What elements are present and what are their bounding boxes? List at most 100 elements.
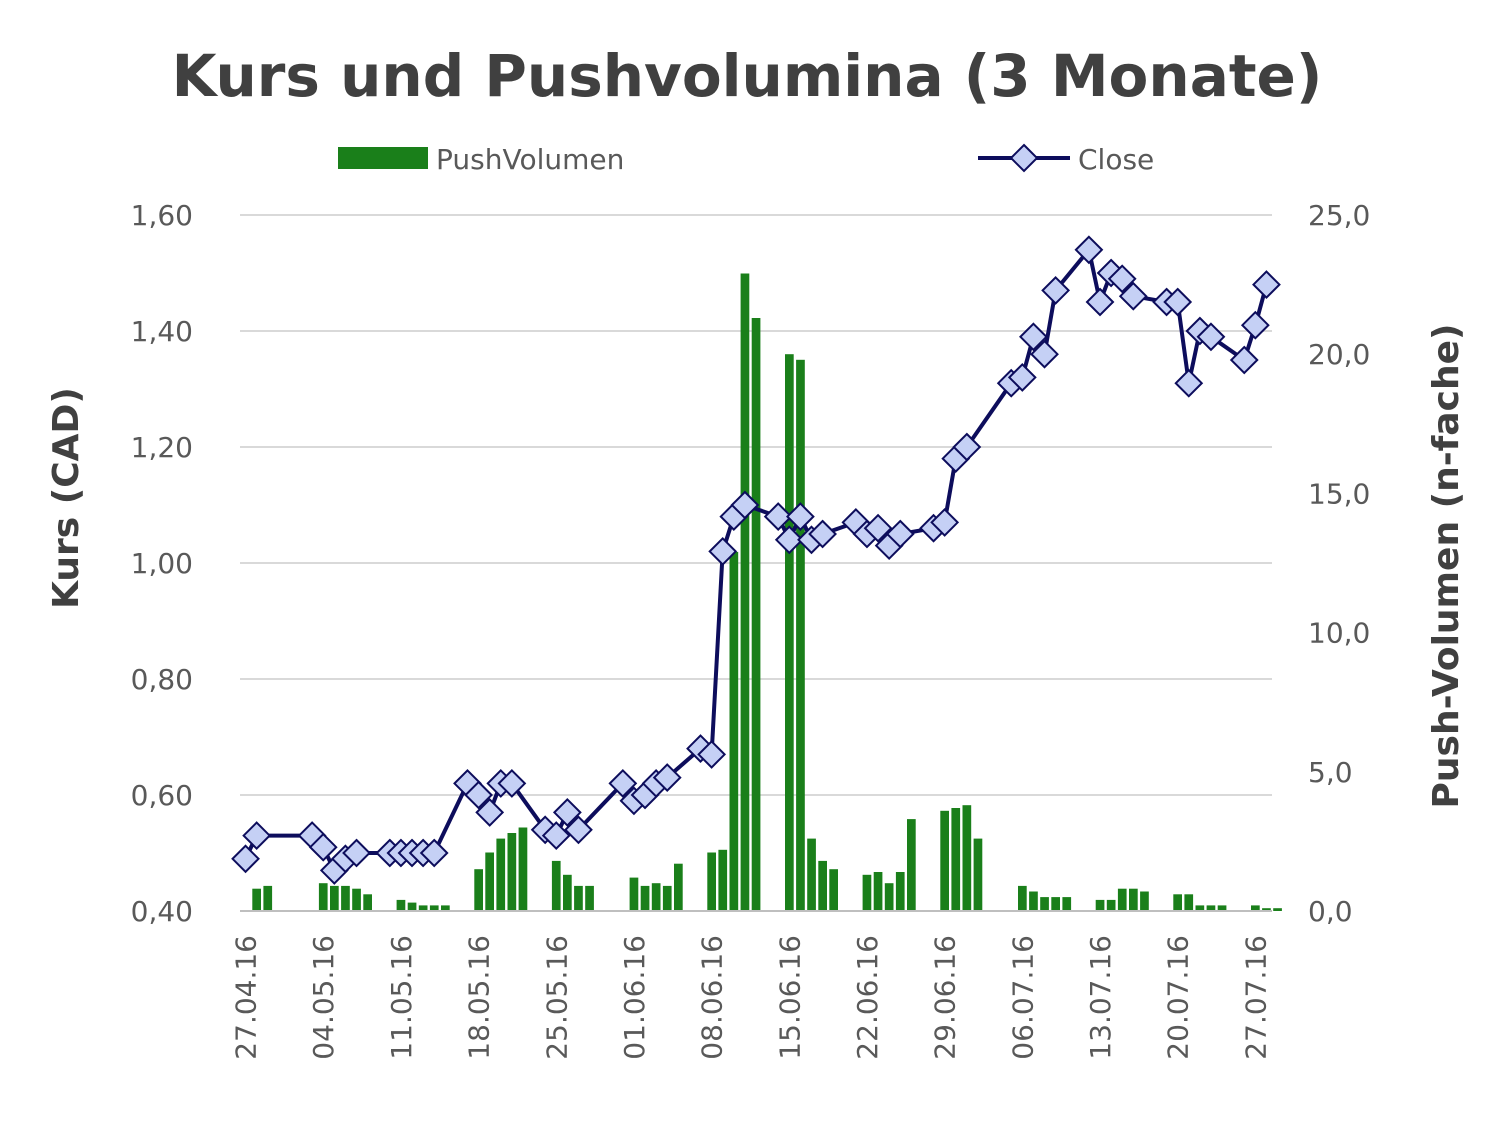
pushvolumen-bar xyxy=(1217,905,1227,911)
close-marker xyxy=(1163,287,1193,317)
close-marker xyxy=(1074,235,1104,265)
left-tick-label: 0,80 xyxy=(131,663,193,696)
pushvolumen-bar xyxy=(1117,888,1127,911)
pushvolumen-bar xyxy=(507,833,517,911)
pushvolumen-bar xyxy=(796,359,805,911)
left-axis-title: Kurs (CAD) xyxy=(46,387,87,609)
close-markers xyxy=(231,235,1281,885)
pushvolumen-bar xyxy=(1062,897,1072,911)
close-marker xyxy=(419,838,449,868)
x-tick-label: 04.05.16 xyxy=(307,935,340,1060)
x-tick-label: 11.05.16 xyxy=(385,935,418,1060)
x-axis-ticks: 27.04.16 04.05.16 11.05.16 18.05.16 25.05.16… xyxy=(230,935,1273,1060)
pushvolumen-bar xyxy=(441,905,450,911)
pushvolumen-bar xyxy=(363,894,372,911)
pushvolumen-bar xyxy=(662,885,672,911)
pushvolumen-bar xyxy=(951,808,961,911)
x-tick-label: 29.06.16 xyxy=(929,935,962,1060)
right-tick-label: 0,0 xyxy=(1308,895,1353,928)
right-tick-label: 10,0 xyxy=(1308,617,1370,650)
close-marker xyxy=(608,768,638,798)
right-axis-ticks: 25,0 20,0 15,0 10,0 5,0 0,0 xyxy=(1308,199,1370,928)
close-marker xyxy=(475,797,505,827)
pushvolumen-bar xyxy=(962,805,972,911)
close-marker xyxy=(808,519,837,549)
close-marker xyxy=(564,815,593,845)
pushvolumen-bar xyxy=(396,899,406,911)
x-tick-label: 06.07.16 xyxy=(1006,935,1039,1060)
pushvolumen-bar xyxy=(330,885,339,911)
legend-label-close: Close xyxy=(1078,143,1154,176)
pushvolumen-bar xyxy=(1106,899,1116,911)
close-marker xyxy=(730,490,760,520)
x-tick-label: 27.07.16 xyxy=(1239,935,1272,1060)
pushvolumen-bar xyxy=(1273,908,1282,911)
x-tick-label: 18.05.16 xyxy=(463,935,496,1060)
pushvolumen-bar xyxy=(1051,897,1060,911)
right-tick-label: 5,0 xyxy=(1308,756,1353,789)
close-marker xyxy=(1030,339,1059,369)
pushvolumen-bar xyxy=(318,883,328,911)
close-marker xyxy=(1252,270,1281,300)
right-tick-label: 20,0 xyxy=(1308,338,1370,371)
left-axis-ticks: 1,60 1,40 1,20 1,00 0,80 0,60 0,40 xyxy=(131,199,193,928)
x-tick-label: 22.06.16 xyxy=(851,935,884,1060)
close-marker xyxy=(774,525,804,555)
pushvolumen-bar xyxy=(807,838,816,911)
pushvolumen-bar xyxy=(474,869,483,911)
close-marker xyxy=(708,536,738,566)
close-marker xyxy=(1118,281,1148,311)
close-marker xyxy=(1229,345,1259,375)
pushvolumen-bar xyxy=(940,810,949,911)
x-tick-label: 01.06.16 xyxy=(618,935,651,1060)
close-marker xyxy=(342,838,371,868)
close-marker xyxy=(1196,322,1226,352)
right-tick-label: 25,0 xyxy=(1308,199,1370,232)
legend-label-pushvolumen: PushVolumen xyxy=(436,143,624,176)
legend-swatch-pushvolumen xyxy=(338,147,428,169)
pushvolumen-bar xyxy=(574,885,583,911)
pushvolumen-bar xyxy=(629,877,639,911)
pushvolumen-bar xyxy=(1040,897,1049,911)
x-tick-label: 20.07.16 xyxy=(1162,935,1195,1060)
pushvolumen-bar xyxy=(884,883,894,911)
close-marker xyxy=(231,844,260,874)
close-marker xyxy=(952,432,982,462)
pushvolumen-bar xyxy=(829,869,838,911)
pushvolumen-bar xyxy=(674,863,683,911)
pushvolumen-bar xyxy=(1140,891,1149,911)
pushvolumen-bar xyxy=(907,819,916,911)
left-tick-label: 0,40 xyxy=(131,895,193,928)
pushvolumen-bar xyxy=(740,273,750,911)
x-tick-label: 27.04.16 xyxy=(230,935,263,1060)
pushvolumen-bar xyxy=(1095,899,1105,911)
left-tick-label: 0,60 xyxy=(131,779,193,812)
pushvolumen-bar xyxy=(563,874,572,911)
close-marker xyxy=(1019,322,1048,352)
pushvolumen-bar xyxy=(1251,905,1260,911)
close-marker xyxy=(763,502,793,532)
close-marker xyxy=(930,507,960,537)
close-marker xyxy=(308,832,338,862)
pushvolumen-bar xyxy=(496,838,506,911)
pushvolumen-bar xyxy=(352,888,361,911)
pushvolumen-bar xyxy=(862,874,872,911)
close-marker xyxy=(652,763,682,793)
chart-title: Kurs und Pushvolumina (3 Monate) xyxy=(171,42,1323,110)
pushvolumen-bar xyxy=(785,354,794,911)
left-tick-label: 1,60 xyxy=(131,199,193,232)
x-tick-label: 15.06.16 xyxy=(773,935,806,1060)
x-tick-label: 13.07.16 xyxy=(1084,935,1117,1060)
pushvolumen-bar xyxy=(1262,908,1271,911)
pushvolumen-bar xyxy=(518,827,528,911)
close-marker xyxy=(1240,310,1270,340)
pushvolumen-bar xyxy=(973,838,983,911)
x-tick-label: 08.06.16 xyxy=(696,935,729,1060)
pushvolumen-bar xyxy=(252,888,261,911)
pushvolumen-bar xyxy=(407,902,417,911)
x-tick-label: 25.05.16 xyxy=(540,935,573,1060)
close-marker xyxy=(1107,264,1137,294)
left-tick-label: 1,40 xyxy=(131,315,193,348)
pushvolumen-bar xyxy=(751,318,761,911)
close-marker xyxy=(552,797,582,827)
